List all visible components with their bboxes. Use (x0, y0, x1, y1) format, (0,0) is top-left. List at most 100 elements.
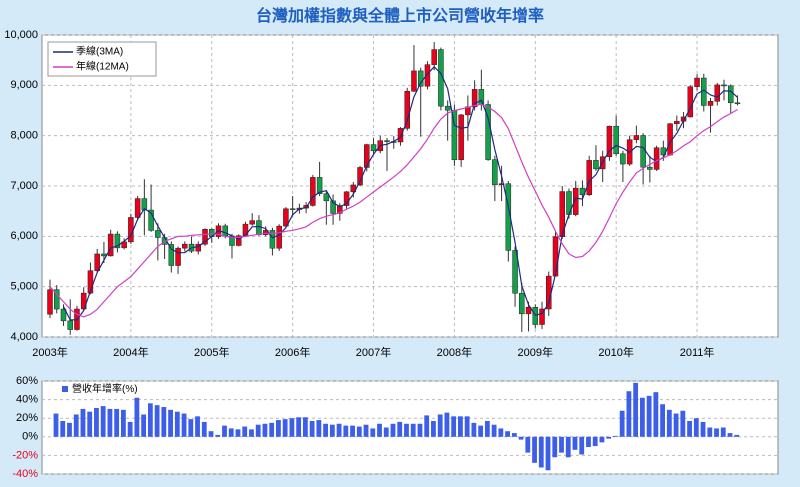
bar (181, 413, 187, 437)
bar (174, 411, 180, 437)
bar (289, 418, 295, 437)
y-tick-label: 10,000 (4, 29, 38, 41)
candle-body (471, 89, 478, 108)
bar (417, 423, 423, 437)
bar (168, 409, 173, 437)
bar (282, 419, 288, 437)
bar (53, 413, 59, 437)
bar (444, 412, 450, 437)
candle-body (323, 193, 330, 202)
bar (228, 428, 234, 437)
candle-body (397, 128, 404, 143)
bar (336, 423, 342, 437)
candle-body (168, 244, 175, 266)
bar (646, 395, 652, 437)
bar (579, 436, 585, 455)
candle-body (694, 77, 700, 87)
candle-body (289, 208, 296, 211)
candle-body (707, 101, 714, 106)
bar (215, 434, 221, 437)
candle-body (107, 233, 114, 257)
bar (410, 423, 416, 437)
x-tick-label: 2010年 (598, 345, 633, 359)
bar (464, 416, 470, 437)
candle-body (647, 166, 653, 170)
bar (559, 436, 564, 453)
bar (242, 426, 248, 437)
bar (383, 427, 389, 437)
bar (484, 420, 490, 437)
bar (532, 436, 537, 463)
y-tick-label: 6,000 (10, 230, 38, 242)
bar (309, 420, 315, 437)
bar (390, 423, 396, 437)
candle-body (586, 160, 592, 196)
candle-body (674, 120, 680, 124)
candle-body (67, 320, 73, 330)
bar (404, 423, 409, 437)
candle-body (478, 89, 485, 105)
bar (134, 397, 140, 437)
candle-body (94, 253, 100, 271)
legend-swatch (62, 386, 68, 392)
bar (633, 382, 639, 437)
bar (377, 423, 382, 437)
bar (80, 408, 86, 437)
candle-body (424, 64, 431, 87)
bar (586, 436, 591, 448)
bar (613, 435, 618, 437)
bar (687, 420, 692, 437)
x-tick-label: 2004年 (113, 345, 148, 359)
candle-body (444, 105, 451, 111)
candle-body (653, 147, 660, 170)
candle-body (47, 289, 53, 315)
candle-body (431, 49, 437, 65)
candle-body (310, 177, 316, 206)
candle-body (404, 90, 410, 129)
legend-label: 營收年增率(%) (72, 382, 138, 395)
y-tick-label: 8,000 (10, 130, 38, 142)
bar (302, 417, 308, 437)
bar (431, 420, 436, 437)
candle-body (721, 84, 727, 87)
candle-body (202, 229, 208, 245)
bar (592, 436, 598, 447)
y-tick-label: 40% (16, 394, 38, 406)
bar (491, 424, 497, 437)
candle-body (249, 220, 255, 225)
bar (572, 436, 578, 450)
ma-line (62, 65, 738, 321)
bar (437, 414, 443, 437)
candle-body (269, 230, 276, 249)
bar (727, 433, 733, 437)
bar (235, 429, 241, 437)
y-tick-label: -40% (12, 468, 38, 480)
candle-body (283, 208, 289, 227)
x-tick-label: 2005年 (194, 345, 229, 359)
bar (673, 413, 679, 437)
bar (606, 436, 612, 439)
bar (161, 407, 167, 437)
bar (114, 408, 120, 437)
bar (734, 434, 740, 437)
bar (208, 431, 214, 437)
bar (249, 429, 254, 437)
y-tick-label: 4,000 (10, 331, 38, 343)
bar (121, 409, 126, 437)
bar (356, 426, 362, 437)
candle-body (640, 135, 646, 168)
bar (350, 425, 355, 437)
bar (397, 421, 403, 437)
bar (599, 436, 605, 443)
bar (154, 405, 160, 437)
candle-body (114, 233, 121, 249)
candle-body (492, 159, 498, 186)
bar (511, 433, 517, 437)
candle-body (134, 198, 141, 218)
bar (660, 404, 665, 437)
candle-body (337, 205, 343, 214)
candle-body (525, 307, 532, 315)
legend-label: 年線(12MA) (76, 60, 129, 73)
ma-line (49, 103, 738, 318)
bar (329, 424, 335, 437)
